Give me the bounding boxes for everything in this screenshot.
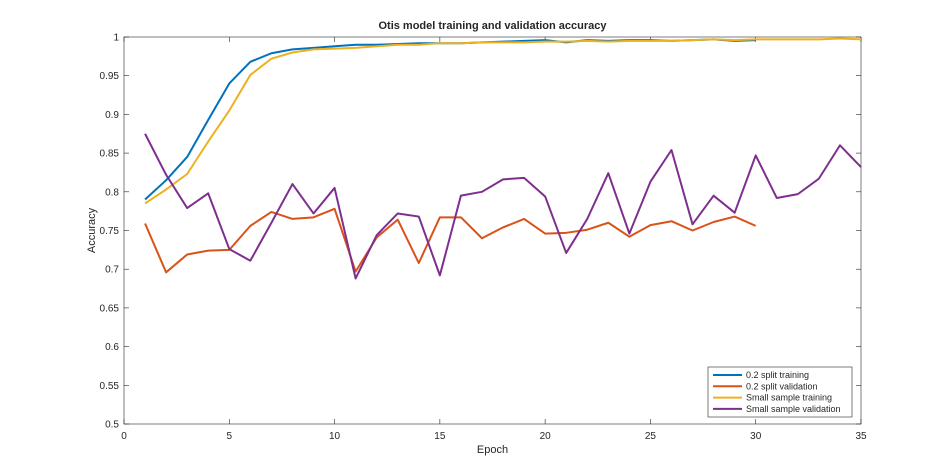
y-tick-label: 0.85 <box>100 149 120 160</box>
y-tick-label: 0.75 <box>100 226 120 237</box>
y-tick-label: 0.6 <box>105 342 119 353</box>
axes: 0 5 10 15 20 25 30 35 0.5 0.55 0.6 0.65 0.7 0.75 0.8 0.… <box>100 33 867 443</box>
series-line-4 <box>144 133 862 280</box>
legend-label: Small sample training <box>746 393 832 403</box>
y-tick-label: 0.55 <box>100 381 120 392</box>
x-tick-label: 15 <box>434 431 446 442</box>
series-line-3 <box>144 37 862 205</box>
x-tick-label: 5 <box>227 431 233 442</box>
y-tick-label: 0.5 <box>105 420 119 431</box>
series-line-1 <box>144 38 756 201</box>
x-tick-label: 30 <box>750 431 762 442</box>
chart-title: Otis model training and validation accur… <box>378 20 607 32</box>
y-tick-label: 0.65 <box>100 303 120 314</box>
y-tick-label: 1 <box>113 33 119 44</box>
x-tick-label: 35 <box>855 431 867 442</box>
y-tick-label: 0.9 <box>105 110 119 121</box>
legend-label: 0.2 split training <box>746 370 809 380</box>
plot-area <box>144 37 862 280</box>
y-tick-label: 0.95 <box>100 71 120 82</box>
series-line-2 <box>144 207 757 274</box>
x-tick-label: 0 <box>121 431 127 442</box>
y-tick-label: 0.8 <box>105 187 119 198</box>
axes-box <box>123 36 862 425</box>
x-tick-label: 20 <box>540 431 552 442</box>
legend-label: 0.2 split validation <box>746 381 818 391</box>
y-axis-label: Accuracy <box>86 207 98 253</box>
y-tick-label: 0.7 <box>105 265 119 276</box>
x-axis-label: Epoch <box>477 444 508 456</box>
x-tick-label: 25 <box>645 431 657 442</box>
x-tick-label: 10 <box>329 431 341 442</box>
legend-label: Small sample validation <box>746 404 841 414</box>
